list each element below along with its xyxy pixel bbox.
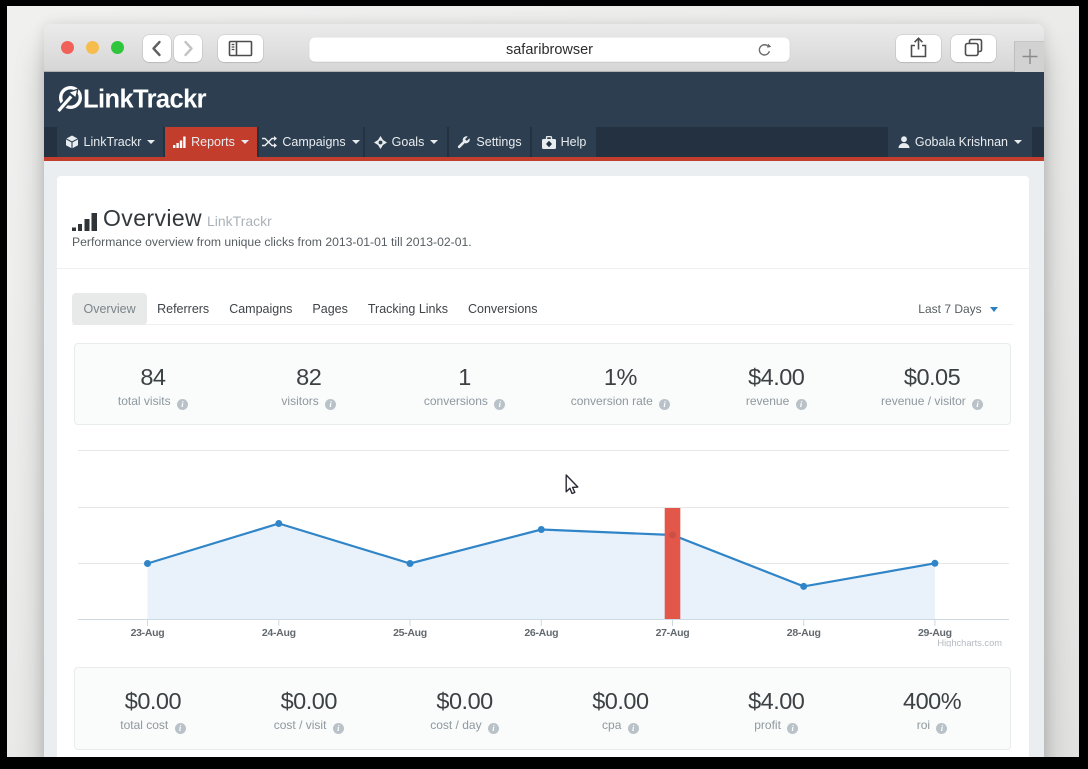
svg-text:28-Aug: 28-Aug bbox=[787, 627, 821, 639]
svg-text:25-Aug: 25-Aug bbox=[393, 627, 427, 639]
svg-text:26-Aug: 26-Aug bbox=[524, 627, 558, 639]
svg-text:29-Aug: 29-Aug bbox=[918, 627, 952, 639]
svg-text:LinkTrackr: LinkTrackr bbox=[83, 86, 207, 114]
svg-text:24-Aug: 24-Aug bbox=[262, 627, 296, 639]
svg-text:23-Aug: 23-Aug bbox=[131, 627, 165, 639]
svg-text:27-Aug: 27-Aug bbox=[656, 627, 690, 639]
svg-text:Highcharts.com: Highcharts.com bbox=[937, 638, 1002, 647]
